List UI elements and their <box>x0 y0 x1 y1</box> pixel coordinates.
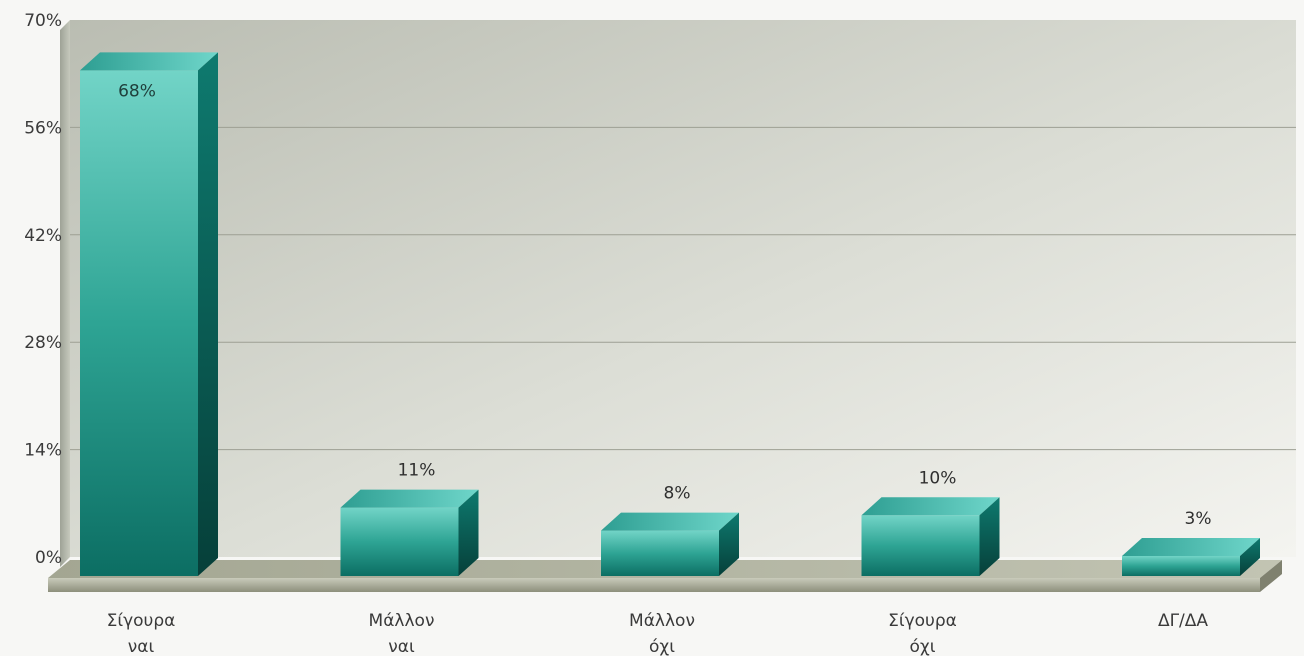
bar-side <box>1240 538 1260 576</box>
bar-side <box>198 52 218 577</box>
data-label: 8% <box>664 484 691 504</box>
x-tick-label: όχι <box>910 637 936 656</box>
bar-1 <box>80 52 218 577</box>
x-tick-label: ναι <box>128 637 155 656</box>
bar-side <box>719 512 739 576</box>
y-tick-label: 28% <box>24 333 62 353</box>
y-tick-label: 56% <box>24 118 62 138</box>
data-label: 68% <box>118 81 156 101</box>
x-tick-label: όχι <box>649 637 675 656</box>
plot-side-wall <box>60 20 70 567</box>
bar-top <box>601 512 739 531</box>
bar-front <box>861 515 980 576</box>
bar-front <box>340 507 459 576</box>
floor-side <box>1260 560 1282 592</box>
bar-top <box>861 497 1000 516</box>
data-label: 3% <box>1185 509 1212 529</box>
x-tick-label: Μάλλον <box>629 611 695 631</box>
x-tick-label: Σίγουρα <box>107 611 176 631</box>
data-label: 11% <box>398 461 436 481</box>
x-tick-label: Σίγουρα <box>888 611 957 631</box>
bar-front <box>1122 556 1240 576</box>
bar-top <box>1122 538 1260 556</box>
bar-4 <box>861 497 1000 576</box>
x-tick-label: Μάλλον <box>369 611 435 631</box>
bar-top <box>80 52 218 71</box>
floor-front <box>48 578 1260 592</box>
x-tick-label: ΔΓ/ΔΑ <box>1158 611 1208 631</box>
y-tick-label: 70% <box>24 11 62 31</box>
plot-background <box>70 20 1296 557</box>
bar-3 <box>601 512 739 576</box>
y-tick-label: 42% <box>24 226 62 246</box>
bar-2 <box>340 489 479 576</box>
bar-front <box>601 530 719 576</box>
bar-top <box>340 489 479 508</box>
y-tick-label: 14% <box>24 441 62 461</box>
bar-side <box>979 497 1000 576</box>
x-tick-label: ναι <box>388 637 415 656</box>
bar-5 <box>1122 538 1260 576</box>
data-label: 10% <box>919 468 957 488</box>
y-tick-label: 0% <box>35 548 62 568</box>
bar-side <box>458 489 479 576</box>
bar-front <box>80 70 198 576</box>
